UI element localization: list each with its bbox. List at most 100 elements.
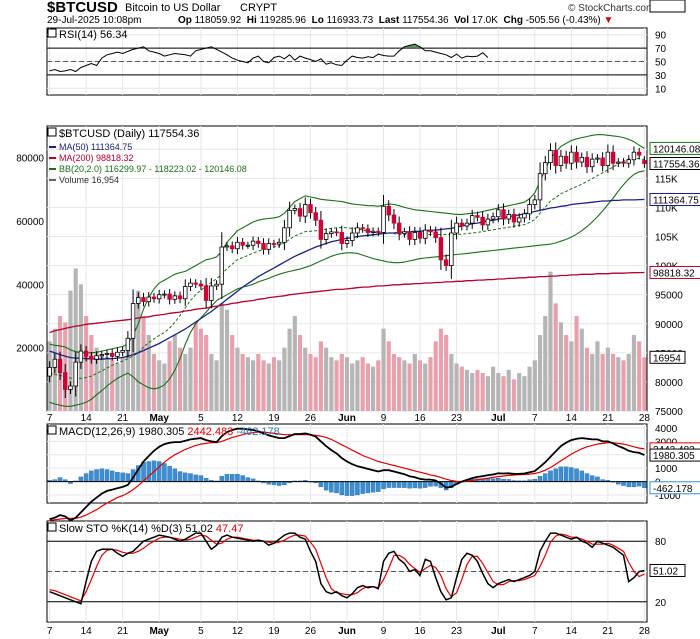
candle-body bbox=[125, 337, 131, 351]
macd-histogram-bar bbox=[323, 481, 329, 491]
candle-body bbox=[636, 151, 642, 156]
candle-body bbox=[454, 222, 459, 234]
candle-body bbox=[256, 240, 261, 244]
price-x-label: 21 bbox=[602, 413, 614, 424]
sto-x-label: 26 bbox=[305, 626, 317, 637]
candle-body bbox=[438, 237, 444, 261]
sto-x-label: 23 bbox=[451, 626, 463, 637]
candle-body bbox=[511, 214, 517, 223]
bb-upper-tag: 120146.08 bbox=[653, 144, 700, 155]
candle-body bbox=[391, 214, 397, 224]
price-x-label: 16 bbox=[414, 413, 426, 424]
macd-histogram-bar bbox=[203, 478, 209, 482]
open-label: Op bbox=[178, 15, 192, 26]
candle-body bbox=[464, 222, 470, 227]
macd-histogram-bar bbox=[402, 481, 407, 488]
macd-value-tag-box bbox=[649, 448, 700, 462]
rsi-tick-label: 10 bbox=[655, 84, 667, 95]
volume-bar bbox=[198, 328, 203, 411]
macd-histogram-bar bbox=[360, 481, 365, 494]
price-tick-label: 95000 bbox=[655, 291, 683, 302]
volume-bar bbox=[600, 354, 605, 411]
sto-x-label: May bbox=[149, 626, 169, 637]
rsi-legend-toggle bbox=[47, 28, 57, 38]
sto-x-label: Jun bbox=[338, 626, 356, 637]
macd-histogram-bar bbox=[282, 481, 287, 486]
macd-histogram-bar bbox=[78, 476, 84, 482]
candle-body bbox=[589, 158, 595, 168]
candle-body bbox=[141, 297, 146, 303]
macd-histogram-bar bbox=[99, 468, 105, 482]
candle-body bbox=[193, 282, 198, 285]
candle-body bbox=[287, 209, 292, 229]
volume-bar bbox=[402, 360, 407, 411]
volume-bar bbox=[428, 357, 433, 411]
macd-histogram-bar bbox=[558, 466, 564, 482]
volume-bar bbox=[449, 354, 454, 411]
high-value: 119285.96 bbox=[259, 15, 307, 26]
candle-body bbox=[485, 218, 491, 226]
price-x-label: 7 bbox=[532, 413, 538, 424]
volume-bar bbox=[527, 366, 532, 411]
rsi-tick-label: 70 bbox=[655, 44, 667, 55]
volume-bar bbox=[292, 316, 297, 411]
candle-body bbox=[355, 227, 360, 234]
volume-bar bbox=[386, 341, 391, 411]
candle-body bbox=[245, 244, 251, 247]
price-tick-label: 105K bbox=[655, 233, 679, 244]
candle-body bbox=[229, 245, 235, 250]
macd-histogram-bar bbox=[589, 475, 595, 482]
rsi-tick-label: 50 bbox=[655, 58, 667, 69]
candle-body bbox=[496, 209, 501, 218]
candle-body bbox=[271, 243, 277, 245]
candle-body bbox=[506, 214, 511, 220]
candle-body bbox=[459, 222, 465, 227]
volume-bar bbox=[464, 369, 470, 411]
last-value: 117554.36 bbox=[402, 15, 449, 26]
volume-bar bbox=[318, 341, 323, 411]
volume-bar bbox=[407, 363, 412, 411]
candle-body bbox=[386, 205, 391, 216]
volume-bar bbox=[459, 366, 464, 411]
volume-bar bbox=[344, 357, 350, 411]
macd-histogram-bar bbox=[245, 477, 251, 482]
candle-body bbox=[198, 283, 204, 287]
volume-bar bbox=[167, 341, 172, 411]
volume-bar bbox=[501, 376, 506, 411]
macd-histogram-bar bbox=[543, 473, 548, 482]
candle-body bbox=[292, 208, 298, 211]
sto-x-label: 5 bbox=[198, 626, 204, 637]
macd-histogram-bar bbox=[235, 474, 240, 482]
volume-bar bbox=[214, 360, 219, 411]
candle-body bbox=[146, 296, 151, 303]
copyright[interactable]: © StockCharts.com bbox=[568, 3, 655, 14]
volume-bar bbox=[230, 335, 235, 411]
candle-body bbox=[642, 160, 647, 164]
volume-bar bbox=[251, 360, 256, 411]
candle-body bbox=[501, 209, 506, 220]
candle-body bbox=[584, 157, 590, 168]
candle-body bbox=[574, 151, 579, 163]
macd-legend-part: 2442.483 bbox=[184, 426, 233, 438]
volume-bar bbox=[261, 360, 266, 411]
macd-histogram-bar bbox=[146, 461, 151, 482]
volume-bar bbox=[376, 360, 381, 411]
price-x-label: 7 bbox=[47, 413, 53, 424]
volume-bar bbox=[491, 366, 496, 411]
volume-bar bbox=[590, 354, 595, 411]
sto-k-tag-box bbox=[649, 563, 686, 577]
rsi-last-tag: 56.34 bbox=[653, 0, 678, 3]
volume-bar bbox=[381, 328, 386, 411]
macd-histogram-bar bbox=[396, 481, 402, 488]
macd-histogram-bar bbox=[329, 481, 334, 493]
quote-date: 29-Jul-2025 10:08pm bbox=[47, 15, 142, 26]
volume-bar bbox=[355, 360, 360, 411]
quote-bar: Op 118059.92 Hi 119285.96 Lo 116933.73 L… bbox=[178, 15, 613, 26]
macd-hist-tag: -462.178 bbox=[653, 484, 693, 495]
candle-body bbox=[329, 231, 334, 235]
macd-line bbox=[49, 427, 645, 522]
volume-tick-label: 60000 bbox=[16, 217, 44, 228]
volume-bar bbox=[219, 303, 224, 411]
macd-hist-tag-box bbox=[649, 481, 700, 495]
